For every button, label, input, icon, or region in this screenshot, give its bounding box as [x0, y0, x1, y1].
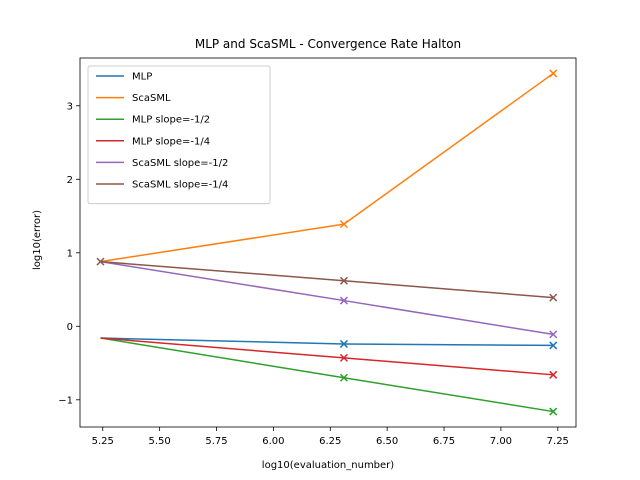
x-tick-label: 5.75	[205, 436, 227, 447]
data-point-marker	[339, 373, 348, 382]
x-tick-label: 7.00	[490, 436, 512, 447]
legend-label: MLP slope=-1/4	[132, 136, 210, 147]
series-line-scasml-slope-1-4	[100, 260, 554, 299]
x-tick-label: 7.25	[547, 436, 569, 447]
legend-label: ScaSML slope=-1/4	[132, 180, 228, 191]
legend: MLP ScaSML MLP slope=-1/2 MLP slope=-1/4 Sca…	[87, 65, 271, 205]
y-tick-label: 3	[67, 101, 73, 112]
x-tick-label: 6.75	[433, 436, 455, 447]
data-point-marker	[339, 339, 348, 348]
y-axis: −1 0 1 2 3	[58, 101, 80, 406]
plot-area	[79, 57, 577, 428]
x-tick-label: 5.50	[149, 436, 171, 447]
legend-entry: MLP slope=-1/4	[96, 136, 210, 147]
series-markers	[96, 69, 558, 416]
data-point-marker	[339, 220, 348, 229]
data-point-marker	[549, 341, 558, 350]
y-tick-label: 2	[67, 175, 73, 186]
x-tick-label: 5.25	[92, 436, 114, 447]
legend-entry: MLP slope=-1/2	[96, 115, 210, 126]
y-axis-label: log10(error)	[32, 210, 43, 270]
data-point-marker	[339, 296, 348, 305]
legend-entry: MLP	[96, 72, 152, 83]
legend-label: ScaSML slope=-1/2	[132, 158, 228, 169]
x-tick-label: 6.50	[376, 436, 398, 447]
data-point-marker	[549, 69, 558, 78]
legend-entry: ScaSML slope=-1/2	[96, 158, 228, 169]
plot-frame	[79, 57, 577, 428]
chart-title: MLP and ScaSML - Convergence Rate Halton	[195, 37, 461, 51]
legend-label: MLP	[132, 72, 152, 83]
data-point-marker	[549, 330, 558, 339]
legend-box	[87, 65, 271, 205]
y-tick-label: 0	[67, 322, 73, 333]
data-point-marker	[549, 370, 558, 379]
data-point-marker	[96, 257, 105, 266]
data-point-marker	[339, 353, 348, 362]
y-tick-label: 1	[67, 248, 73, 259]
y-tick-label: −1	[58, 395, 73, 406]
legend-entry: ScaSML slope=-1/4	[96, 180, 228, 191]
x-tick-label: 6.00	[262, 436, 284, 447]
legend-label: MLP slope=-1/2	[132, 115, 210, 126]
data-point-marker	[549, 293, 558, 302]
x-axis-label: log10(evaluation_number)	[262, 460, 394, 471]
legend-entry: ScaSML	[96, 93, 171, 104]
series-line-mlp-slope-1-2	[100, 337, 554, 413]
series-line-scasml-slope-1-2	[100, 260, 554, 336]
data-point-marker	[549, 407, 558, 416]
data-point-marker	[339, 276, 348, 285]
legend-label: ScaSML	[132, 93, 171, 104]
x-tick-label: 6.25	[319, 436, 341, 447]
x-axis: 5.25 5.50 5.75 6.00 6.25 6.50 6.75 7.00 7.25	[92, 427, 569, 447]
